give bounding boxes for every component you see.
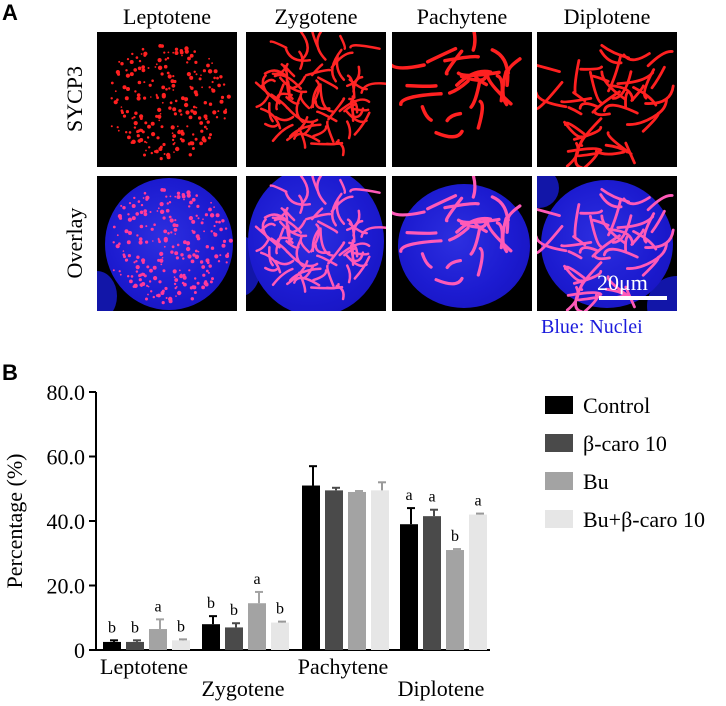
- bar: [325, 490, 343, 650]
- bar: [302, 485, 320, 650]
- legend-swatch: [545, 510, 573, 528]
- bar: [149, 629, 167, 650]
- legend-swatch: [545, 434, 573, 452]
- bar: [202, 624, 220, 650]
- panel-a-letter: A: [2, 0, 18, 25]
- stage-title-zygotene: Zygotene: [274, 4, 358, 29]
- significance-letter: b: [230, 602, 238, 619]
- micrograph-overlay-pachytene: [392, 176, 532, 311]
- significance-letter: b: [451, 528, 459, 545]
- legend-swatch: [545, 472, 573, 490]
- micrograph-sycp3-pachytene: [392, 32, 532, 167]
- y-tick-label: 0: [74, 638, 85, 663]
- bar: [371, 490, 389, 650]
- y-tick-label: 80.0: [47, 380, 86, 405]
- y-axis-label: Percentage (%): [2, 454, 27, 589]
- bar: [400, 524, 418, 650]
- significance-letter: b: [207, 595, 215, 612]
- significance-letter: a: [474, 493, 481, 510]
- micrograph-sycp3-zygotene: [246, 32, 386, 167]
- y-tick-label: 20.0: [47, 574, 86, 599]
- bar: [348, 491, 366, 650]
- bar: [423, 516, 441, 650]
- micrograph-sycp3-leptotene: [97, 32, 237, 167]
- bar: [271, 622, 289, 650]
- category-label: Leptotene: [100, 654, 188, 679]
- significance-letter: b: [131, 619, 139, 636]
- significance-letter: a: [405, 487, 412, 504]
- legend-label: Control: [583, 393, 650, 418]
- bar: [103, 641, 121, 650]
- micrograph-sycp3-diplotene: [537, 32, 677, 167]
- bar: [248, 603, 266, 650]
- legend-label: β-caro 10: [583, 431, 667, 456]
- significance-letter: a: [253, 571, 260, 588]
- bar: [172, 640, 190, 650]
- legend-swatch: [545, 396, 573, 414]
- bar: [446, 550, 464, 650]
- bar: [469, 514, 487, 650]
- stage-title-diplotene: Diplotene: [563, 4, 651, 29]
- micrograph-overlay-leptotene: [97, 176, 237, 311]
- micrograph-overlay-diplotene: 20μm: [537, 176, 677, 311]
- legend-label: Bu: [583, 469, 609, 494]
- y-tick-label: 60.0: [47, 445, 86, 470]
- bar: [225, 627, 243, 650]
- micrograph-overlay-zygotene: [246, 176, 386, 311]
- panel-b-letter: B: [2, 360, 18, 385]
- y-tick-label: 40.0: [47, 509, 86, 534]
- significance-letter: a: [154, 598, 161, 615]
- significance-letter: b: [276, 601, 284, 618]
- nuclei-caption: Blue: Nuclei: [541, 316, 643, 338]
- stage-title-pachytene: Pachytene: [416, 4, 508, 29]
- legend-label: Bu+β-caro 10: [583, 507, 705, 532]
- bar: [126, 641, 144, 650]
- scale-bar: [599, 296, 667, 300]
- significance-letter: a: [428, 489, 435, 506]
- stage-title-leptotene: Leptotene: [123, 4, 211, 29]
- category-label: Diplotene: [398, 676, 485, 701]
- significance-letter: b: [108, 619, 116, 636]
- category-label: Pachytene: [298, 654, 388, 679]
- category-label: Zygotene: [201, 676, 284, 701]
- leptotene-dots: [110, 44, 231, 161]
- scale-bar-label: 20μm: [597, 270, 648, 295]
- significance-letter: b: [177, 618, 185, 635]
